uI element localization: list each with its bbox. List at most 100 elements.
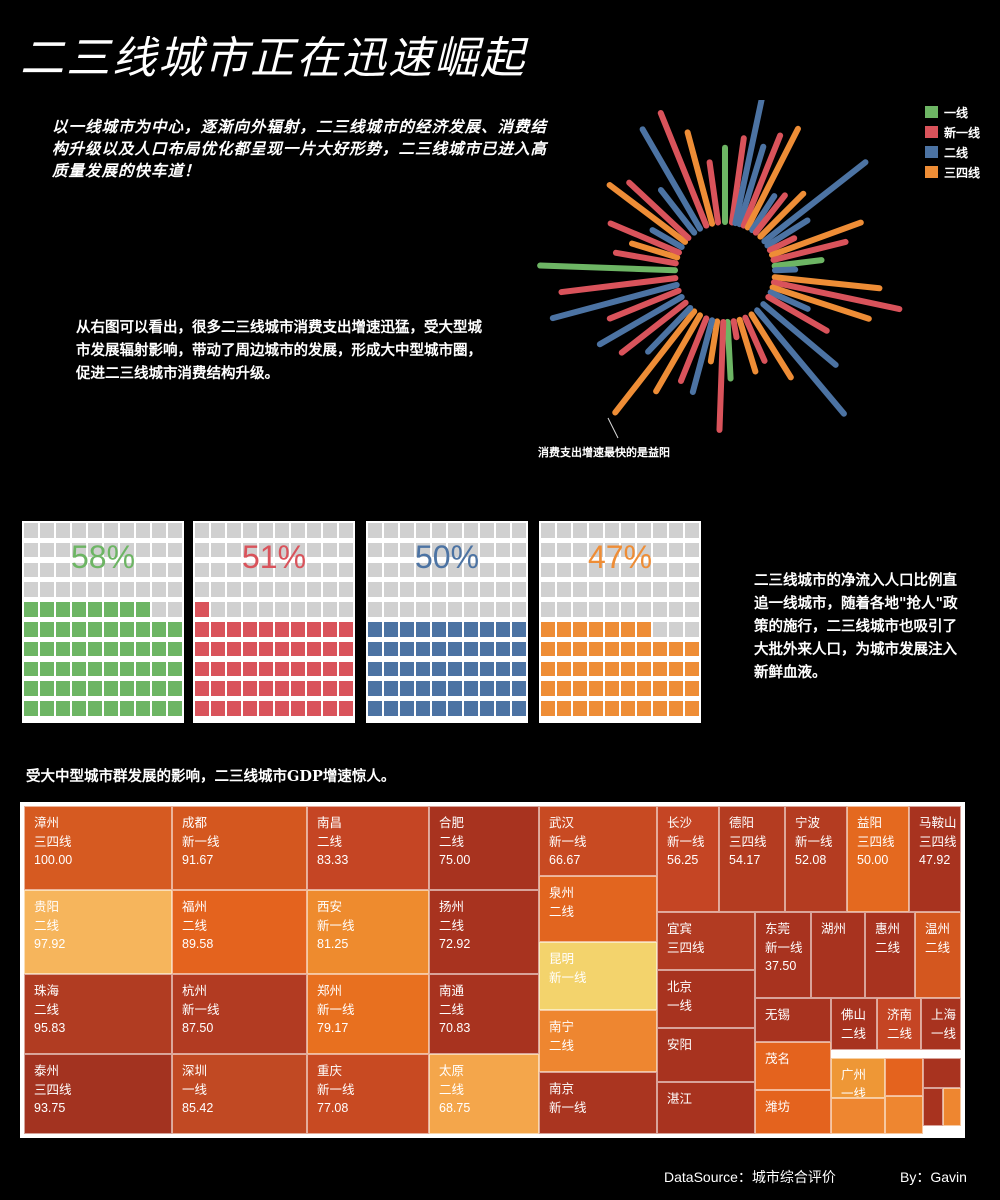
waffle-cell [368, 542, 382, 558]
waffle-cell [480, 681, 494, 696]
waffle-cell [416, 602, 430, 617]
waffle-cell [573, 661, 587, 677]
waffle-cell [243, 582, 257, 597]
waffle-cell [323, 661, 337, 677]
waffle-cell [621, 641, 635, 657]
treemap-label: 潍坊 [765, 1098, 790, 1117]
treemap-label: 成都 新一线 91.67 [182, 814, 220, 870]
waffle-cell [72, 622, 86, 637]
waffle-cell [384, 562, 398, 578]
treemap-value: 50.00 [857, 853, 889, 867]
legend-item-new-tier1: 新一线 [925, 122, 980, 142]
treemap-tier: 一线 [931, 1025, 957, 1041]
treemap-value: 89.58 [182, 937, 214, 951]
treemap-city: 南宁 [549, 1019, 575, 1034]
waffle-cell [589, 562, 603, 578]
waffle-cell [605, 641, 619, 657]
treemap-cell: 南京 新一线 [539, 1072, 657, 1134]
treemap-tier: 三四线 [34, 1081, 72, 1097]
waffle-cell [400, 701, 414, 716]
waffle-cell [275, 681, 289, 696]
waffle-cell [291, 562, 305, 578]
waffle-cell [243, 701, 257, 716]
waffle-cell [464, 641, 478, 657]
waffle-cell [573, 562, 587, 578]
treemap-cell: 南通 二线 70.83 [429, 974, 539, 1054]
waffle-cell [88, 622, 102, 637]
waffle-cell [136, 622, 150, 637]
waffle-cell [541, 602, 555, 617]
waffle-cell [104, 602, 118, 617]
waffle-cell [480, 701, 494, 716]
waffle-cell [480, 582, 494, 597]
waffle-cell [88, 681, 102, 696]
waffle-cell [384, 602, 398, 617]
waffle-cell [227, 602, 241, 617]
waffle-cell [72, 582, 86, 597]
waffle-cell [275, 602, 289, 617]
waffle-cell [275, 622, 289, 637]
waffle-cell [541, 641, 555, 657]
waffle-cell [211, 582, 225, 597]
legend-label-new-tier1: 新一线 [944, 125, 981, 140]
waffle-cell [621, 622, 635, 637]
treemap-tier: 一线 [182, 1081, 208, 1097]
radial-bar-36 [596, 294, 685, 348]
treemap-city: 东莞 [765, 921, 791, 936]
waffle-cell [400, 622, 414, 637]
waffle-cell [416, 542, 430, 558]
treemap-label: 温州 二线 [925, 920, 950, 957]
waffle-cell [259, 562, 273, 578]
waffle-percent: 50% [414, 539, 480, 575]
waffle-cell [621, 701, 635, 716]
waffle-cell [168, 661, 182, 677]
waffle-cell [40, 701, 54, 716]
waffle-cell [621, 661, 635, 677]
treemap-cell: 贵阳 二线 97.92 [24, 890, 172, 974]
treemap-label: 安阳 [667, 1036, 692, 1055]
treemap-city: 南通 [439, 983, 465, 998]
waffle-cell [72, 562, 86, 578]
treemap-label: 昆明 新一线 [549, 950, 587, 987]
waffle-cell [605, 681, 619, 696]
waffle-cell [259, 542, 273, 558]
waffle-cell [653, 661, 667, 677]
waffle-cell [573, 582, 587, 597]
waffle-cell [195, 562, 209, 578]
waffle-cell [211, 661, 225, 677]
waffle-cell [637, 661, 651, 677]
waffle-cell [557, 641, 571, 657]
legend-item-tier34: 三四线 [925, 162, 980, 182]
waffle-cell [259, 681, 273, 696]
radial-bar-47 [657, 187, 698, 236]
waffle-cell [339, 562, 353, 578]
treemap-city: 潍坊 [765, 1099, 791, 1114]
waffle-cell [512, 661, 526, 677]
waffle-cell [653, 523, 667, 538]
waffle-cell [637, 641, 651, 657]
radial-bar-19 [767, 289, 811, 312]
treemap-city: 宜宾 [667, 921, 693, 936]
waffle-cell [120, 641, 134, 657]
waffle-cell [557, 681, 571, 696]
waffle-cell [432, 602, 446, 617]
waffle-cell [195, 681, 209, 696]
waffle-cell [56, 562, 70, 578]
waffle-cell [448, 582, 462, 597]
waffle-cell [384, 681, 398, 696]
treemap-label: 惠州 二线 [875, 920, 900, 957]
waffle-cell [432, 661, 446, 677]
waffle-cell [685, 562, 699, 578]
treemap-cell: 南昌 二线 83.33 [307, 806, 429, 890]
treemap-tier: 二线 [182, 917, 208, 933]
waffle-cell [291, 641, 305, 657]
waffle-cell [669, 602, 683, 617]
treemap-value: 52.08 [795, 853, 827, 867]
treemap-label: 宜宾 三四线 [667, 920, 705, 957]
waffle-cell [541, 681, 555, 696]
waffle-cell [152, 661, 166, 677]
treemap-label: 东莞 新一线 37.50 [765, 920, 803, 976]
waffle-cell [621, 542, 635, 558]
treemap-cell: 南宁 二线 [539, 1010, 657, 1072]
treemap-cell: 重庆 新一线 77.08 [307, 1054, 429, 1134]
